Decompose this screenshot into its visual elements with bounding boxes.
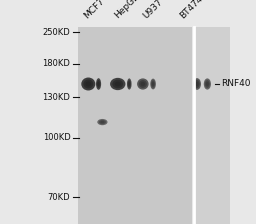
Ellipse shape — [97, 80, 100, 88]
Ellipse shape — [193, 78, 201, 90]
Ellipse shape — [98, 82, 100, 86]
Ellipse shape — [128, 80, 131, 88]
Text: 130KD: 130KD — [42, 93, 70, 102]
Ellipse shape — [115, 82, 121, 86]
Text: 70KD: 70KD — [48, 193, 70, 202]
Ellipse shape — [152, 82, 154, 86]
Ellipse shape — [100, 121, 104, 123]
Ellipse shape — [86, 81, 91, 87]
Text: 250KD: 250KD — [43, 28, 70, 37]
Text: RNF40: RNF40 — [221, 80, 250, 88]
Bar — [195, 27, 230, 224]
Ellipse shape — [204, 78, 211, 90]
Text: 100KD: 100KD — [43, 133, 70, 142]
Ellipse shape — [205, 80, 210, 88]
Ellipse shape — [112, 80, 123, 88]
Bar — [78, 27, 192, 224]
Ellipse shape — [127, 78, 132, 90]
Ellipse shape — [141, 82, 145, 86]
Ellipse shape — [81, 78, 95, 90]
Ellipse shape — [96, 78, 101, 90]
Ellipse shape — [83, 80, 93, 88]
Ellipse shape — [110, 78, 125, 90]
Text: 180KD: 180KD — [42, 59, 70, 68]
Ellipse shape — [137, 78, 148, 90]
Ellipse shape — [139, 80, 147, 88]
Ellipse shape — [150, 79, 156, 89]
Ellipse shape — [151, 80, 155, 88]
Text: BT474: BT474 — [178, 0, 205, 20]
Text: U937: U937 — [141, 0, 164, 20]
Ellipse shape — [99, 120, 106, 124]
Ellipse shape — [128, 82, 130, 86]
Text: MCF7: MCF7 — [82, 0, 106, 20]
Text: HepG2: HepG2 — [113, 0, 141, 20]
Ellipse shape — [206, 82, 209, 86]
Ellipse shape — [97, 119, 108, 125]
Ellipse shape — [195, 80, 200, 88]
Ellipse shape — [196, 82, 199, 86]
